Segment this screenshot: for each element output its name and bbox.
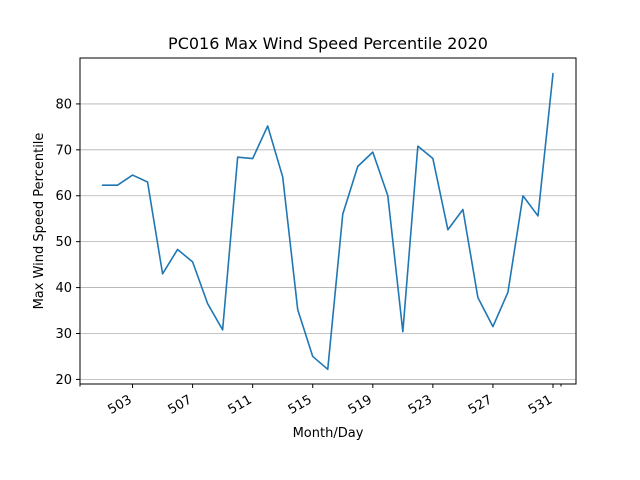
y-tick-label-70: 70 [55, 143, 72, 158]
plot-frame [79, 57, 577, 385]
x-axis-label: Month/Day [293, 426, 364, 441]
series-line [101, 72, 554, 371]
chart-title: PC016 Max Wind Speed Percentile 2020 [168, 34, 488, 53]
y-tick-label-50: 50 [55, 235, 72, 250]
series-layer [101, 72, 554, 371]
y-tick-label-60: 60 [55, 189, 72, 204]
y-tick-label-30: 30 [55, 327, 72, 342]
y-tick-label-80: 80 [55, 97, 72, 112]
y-tick-label-20: 20 [55, 373, 72, 388]
y-axis: 20 30 40 50 60 70 80 [55, 97, 80, 388]
y-tick-label-40: 40 [55, 281, 72, 296]
grid-layer [80, 103, 576, 380]
y-axis-label: Max Wind Speed Percentile [32, 133, 47, 310]
